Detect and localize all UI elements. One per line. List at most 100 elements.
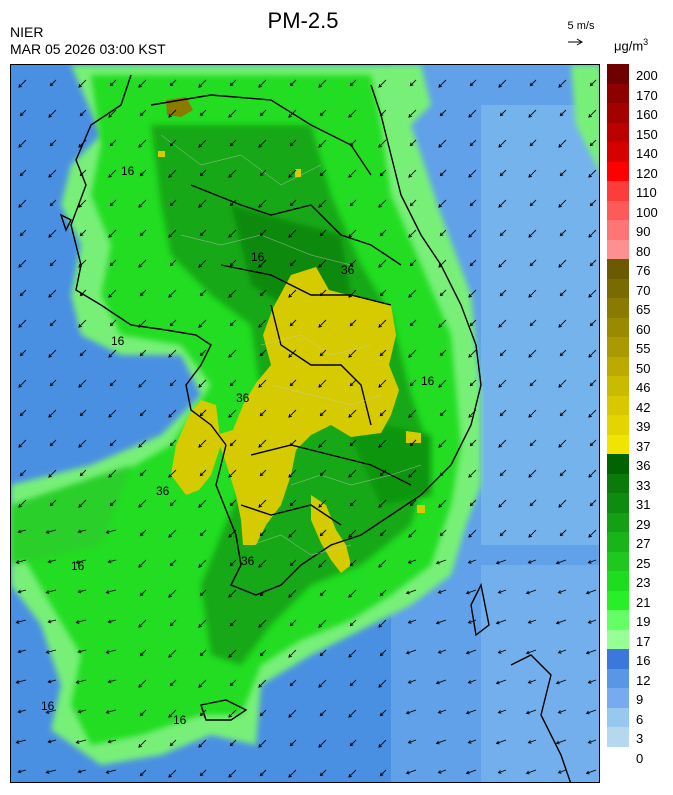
wind-arrow xyxy=(228,709,237,718)
wind-arrowhead xyxy=(19,412,24,417)
wind-arrow xyxy=(498,259,507,268)
wind-arrowhead xyxy=(318,84,322,88)
wind-arrowhead xyxy=(48,234,52,238)
wind-arrow xyxy=(408,169,417,178)
wind-arrow xyxy=(78,709,87,713)
legend-swatch xyxy=(607,473,629,494)
wind-arrowhead xyxy=(499,172,504,177)
legend-level-label: 120 xyxy=(636,165,658,181)
wind-arrowhead xyxy=(139,292,144,297)
wind-arrow xyxy=(590,379,597,386)
wind-arrow xyxy=(228,349,237,358)
wind-arrowhead xyxy=(138,684,142,688)
wind-arrow xyxy=(168,769,177,778)
wind-arrow xyxy=(140,229,147,236)
wind-arrowhead xyxy=(499,352,504,357)
wind-arrow xyxy=(50,439,57,446)
wind-arrow xyxy=(590,139,597,146)
wind-arrow xyxy=(48,619,57,623)
wind-arrowhead xyxy=(498,324,502,328)
wind-arrowhead xyxy=(378,504,382,508)
wind-arrow xyxy=(438,199,447,208)
wind-arrow xyxy=(320,469,327,476)
wind-arrowhead xyxy=(288,114,292,118)
wind-arrowhead xyxy=(77,649,82,654)
wind-arrowhead xyxy=(258,564,262,568)
wind-arrow xyxy=(380,709,387,716)
wind-arrow xyxy=(436,619,447,624)
wind-arrow xyxy=(48,679,57,683)
wind-arrowhead xyxy=(349,562,354,567)
wind-arrowhead xyxy=(258,384,262,388)
wind-arrowhead xyxy=(198,204,202,208)
wind-arrowhead xyxy=(289,682,294,687)
wind-arrowhead xyxy=(465,770,470,775)
wind-arrowhead xyxy=(19,172,24,177)
wind-arrow xyxy=(378,559,387,568)
wind-arrow xyxy=(348,229,357,238)
wind-arrow xyxy=(198,259,207,268)
wind-arrow xyxy=(228,769,237,778)
wind-arrow xyxy=(50,79,57,86)
wind-arrowhead xyxy=(78,84,82,88)
legend-swatch xyxy=(607,161,629,182)
wind-arrowhead xyxy=(409,322,414,327)
wind-arrow xyxy=(108,229,117,238)
wind-arrow xyxy=(140,649,147,656)
wind-arrowhead xyxy=(467,620,472,624)
wind-arrow xyxy=(350,79,357,86)
wind-arrowhead xyxy=(348,474,352,478)
wind-arrow xyxy=(558,319,567,328)
wind-arrowhead xyxy=(348,234,352,238)
wind-arrow xyxy=(108,349,117,358)
wind-arrowhead xyxy=(409,442,414,447)
wind-arrow xyxy=(440,409,447,416)
wind-reference-label: 5 m/s xyxy=(567,20,595,32)
wind-arrowhead xyxy=(555,620,560,625)
wind-arrow xyxy=(468,619,477,624)
wind-arrow xyxy=(378,619,387,628)
wind-arrowhead xyxy=(378,84,382,88)
wind-arrowhead xyxy=(379,112,384,117)
wind-arrow xyxy=(348,349,357,358)
wind-arrow xyxy=(498,499,507,508)
wind-arrow xyxy=(170,439,177,446)
wind-arrow xyxy=(170,679,177,686)
wind-arrow xyxy=(138,139,147,148)
wind-arrowhead xyxy=(49,142,54,147)
wind-arrow xyxy=(560,469,567,476)
wind-arrow xyxy=(378,319,387,328)
wind-arrow xyxy=(468,409,477,418)
wind-arrow xyxy=(348,589,357,598)
legend-swatch xyxy=(607,532,629,552)
wind-arrowhead xyxy=(559,232,564,237)
pm25-concentration-map[interactable]: 16 16 16 36 36 36 36 16 16 16 16 xyxy=(10,64,600,783)
wind-arrow xyxy=(50,259,57,266)
wind-arrowhead xyxy=(289,142,294,147)
wind-arrowhead xyxy=(168,294,172,298)
wind-arrowhead xyxy=(498,264,502,268)
wind-arrowhead xyxy=(468,234,472,238)
wind-arrow xyxy=(228,409,237,418)
wind-arrowhead xyxy=(529,322,534,327)
wind-arrow xyxy=(528,109,537,118)
wind-arrowhead xyxy=(108,114,112,118)
wind-arrowhead xyxy=(169,202,174,207)
wind-arrowhead xyxy=(349,682,354,687)
wind-arrowhead xyxy=(557,770,562,774)
wind-arrow xyxy=(260,529,267,536)
wind-arrow xyxy=(408,529,417,538)
coastline-and-boundaries xyxy=(59,74,572,782)
wind-arrow xyxy=(378,139,387,148)
wind-arrowhead xyxy=(19,112,24,117)
wind-arrow xyxy=(18,139,27,148)
wind-arrow xyxy=(46,769,57,774)
legend-swatch xyxy=(607,259,629,279)
wind-arrowhead xyxy=(319,532,324,537)
wind-arrowhead xyxy=(169,322,174,327)
wind-arrow xyxy=(586,709,597,714)
wind-arrow xyxy=(408,679,417,684)
wind-arrowhead xyxy=(258,624,262,628)
wind-arrow xyxy=(108,409,117,418)
wind-arrow xyxy=(380,769,387,776)
